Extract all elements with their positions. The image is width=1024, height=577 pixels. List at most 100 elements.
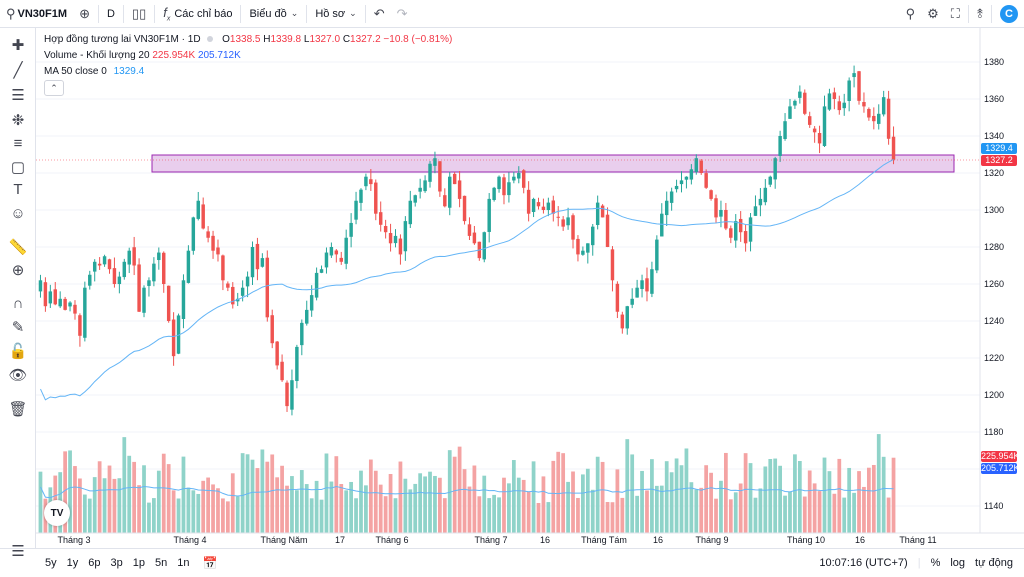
price-tick-label: 1200 bbox=[984, 390, 1005, 400]
top-toolbar: ⚲ VN30F1M ⊕ D ▯▯ fx Các chỉ báo Biểu đồ … bbox=[0, 0, 1024, 28]
zoom-in-icon[interactable]: ⊕ bbox=[11, 262, 25, 279]
candle-body bbox=[743, 231, 748, 244]
candle-body bbox=[364, 176, 368, 187]
smiley-icon[interactable]: ☺ bbox=[10, 205, 26, 222]
volume-bar bbox=[324, 453, 329, 533]
lock-drawing-icon[interactable]: ✎ bbox=[11, 319, 25, 336]
volume-bar bbox=[817, 491, 822, 533]
candle-body bbox=[354, 200, 358, 220]
volume-bar bbox=[349, 481, 353, 533]
candle-body bbox=[872, 115, 876, 122]
interval-button[interactable]: D bbox=[101, 0, 121, 28]
range-button-3p[interactable]: 3p bbox=[110, 556, 123, 569]
shape-icon[interactable]: ▢ bbox=[10, 159, 26, 176]
volume-legend[interactable]: Volume - Khối lượng 20 225.954K 205.712K bbox=[44, 50, 241, 61]
volume-bar bbox=[645, 490, 649, 533]
fib-icon[interactable]: ≡ bbox=[13, 135, 23, 152]
tradingview-logo[interactable]: TV bbox=[44, 500, 70, 526]
volume-bar bbox=[738, 483, 743, 533]
range-button-5n[interactable]: 5n bbox=[155, 556, 168, 569]
range-button-1y[interactable]: 1y bbox=[66, 556, 79, 569]
candle-body bbox=[551, 200, 556, 214]
chart-type-button[interactable]: ▯▯ bbox=[126, 0, 152, 28]
chart-menu-button[interactable]: Biểu đồ ⌄ bbox=[243, 0, 304, 28]
candle-body bbox=[127, 250, 131, 265]
candle-body bbox=[305, 309, 309, 324]
fullscreen-button[interactable]: ⛶ bbox=[945, 0, 966, 28]
ruler-icon[interactable]: 📏 bbox=[8, 239, 28, 256]
volume-bar bbox=[709, 472, 713, 533]
range-button-1n[interactable]: 1n bbox=[177, 556, 190, 569]
volume-bar bbox=[694, 489, 699, 533]
range-button-5y[interactable]: 5y bbox=[45, 556, 57, 569]
brand-logo-icon[interactable]: C bbox=[1000, 5, 1018, 23]
log-toggle[interactable]: log bbox=[950, 557, 966, 569]
trendline-icon[interactable]: ╱ bbox=[13, 62, 23, 79]
add-circle-icon: ⊕ bbox=[79, 5, 90, 21]
quick-search-button[interactable]: ⚲ bbox=[900, 0, 922, 28]
volume-bar bbox=[551, 460, 556, 533]
pattern-icon[interactable]: ❉ bbox=[11, 112, 25, 129]
redo-icon: ↷ bbox=[396, 5, 408, 21]
candle-body bbox=[191, 217, 196, 251]
trash-icon[interactable]: 🗑 bbox=[8, 401, 28, 418]
search-icon: ⚲ bbox=[905, 6, 916, 21]
undo-button[interactable]: ↶ bbox=[368, 0, 391, 28]
volume-bar bbox=[364, 485, 368, 533]
symbol-legend[interactable]: Hợp đồng tương lai VN30F1M · 1D O1338.5 … bbox=[44, 34, 452, 45]
time-display[interactable]: 10:07:16 (UTC+7) bbox=[819, 557, 908, 569]
range-button-1p[interactable]: 1p bbox=[132, 556, 145, 569]
volume-legend-value: 225.954K bbox=[152, 50, 196, 61]
eye-icon[interactable]: 👁 bbox=[8, 367, 28, 384]
share-button[interactable]: ⥉ bbox=[971, 0, 989, 28]
layers-icon[interactable]: ☰ bbox=[11, 543, 25, 560]
redo-button[interactable]: ↷ bbox=[391, 0, 414, 28]
settings-button[interactable]: ⚙ bbox=[921, 0, 945, 28]
ma50-price-tag: 1329.4 bbox=[981, 143, 1017, 154]
symbol-search[interactable]: ⚲ VN30F1M bbox=[0, 0, 73, 28]
ohlc-open: 1338.5 bbox=[229, 34, 261, 45]
volume-bar bbox=[763, 466, 768, 533]
highlight-zone[interactable] bbox=[151, 154, 955, 173]
indicators-button[interactable]: fx Các chỉ báo bbox=[157, 0, 238, 28]
candle-body bbox=[891, 136, 896, 160]
collapse-legend-button[interactable]: ⌃ bbox=[44, 80, 64, 96]
percent-toggle[interactable]: % bbox=[930, 557, 941, 569]
candle-body bbox=[176, 315, 181, 354]
horizontal-lines-icon[interactable]: ☰ bbox=[11, 87, 25, 104]
volume-bar bbox=[68, 450, 72, 533]
volume-bar bbox=[176, 498, 181, 533]
magnet-icon[interactable]: ∩ bbox=[12, 295, 24, 312]
text-icon[interactable]: T bbox=[13, 181, 23, 198]
candle-body bbox=[408, 200, 413, 225]
price-tick-label: 1220 bbox=[984, 353, 1005, 363]
time-tick-label: 17 bbox=[334, 535, 346, 545]
calendar-icon[interactable]: 📅 bbox=[202, 555, 218, 570]
candle-body bbox=[388, 233, 393, 244]
volume-ma-line bbox=[40, 485, 894, 499]
candle-body bbox=[595, 202, 600, 226]
candle-body bbox=[807, 116, 812, 125]
auto-toggle[interactable]: tự động bbox=[975, 557, 1013, 569]
candle-body bbox=[704, 173, 708, 188]
candle-body bbox=[531, 198, 536, 213]
divider bbox=[240, 4, 242, 23]
candle-body bbox=[122, 261, 127, 278]
candle-body bbox=[255, 243, 260, 270]
volume-bar bbox=[620, 497, 625, 533]
crosshair-icon[interactable]: ✚ bbox=[11, 37, 25, 54]
time-tick-label: 16 bbox=[652, 535, 664, 545]
price-chart[interactable] bbox=[36, 28, 1024, 548]
volume-bar bbox=[329, 481, 334, 533]
range-button-6p[interactable]: 6p bbox=[88, 556, 101, 569]
profile-menu-button[interactable]: Hồ sơ ⌄ bbox=[309, 0, 362, 28]
lock-icon[interactable]: 🔓 bbox=[8, 343, 28, 360]
candle-body bbox=[778, 136, 782, 156]
candle-body bbox=[571, 215, 575, 240]
compare-button[interactable]: ⊕ bbox=[73, 0, 96, 28]
candle-body bbox=[78, 315, 82, 336]
ma-legend[interactable]: MA 50 close 0 1329.4 bbox=[44, 66, 144, 77]
volume-bar bbox=[541, 476, 546, 533]
volume-bar bbox=[280, 465, 284, 533]
candle-body bbox=[541, 206, 546, 210]
